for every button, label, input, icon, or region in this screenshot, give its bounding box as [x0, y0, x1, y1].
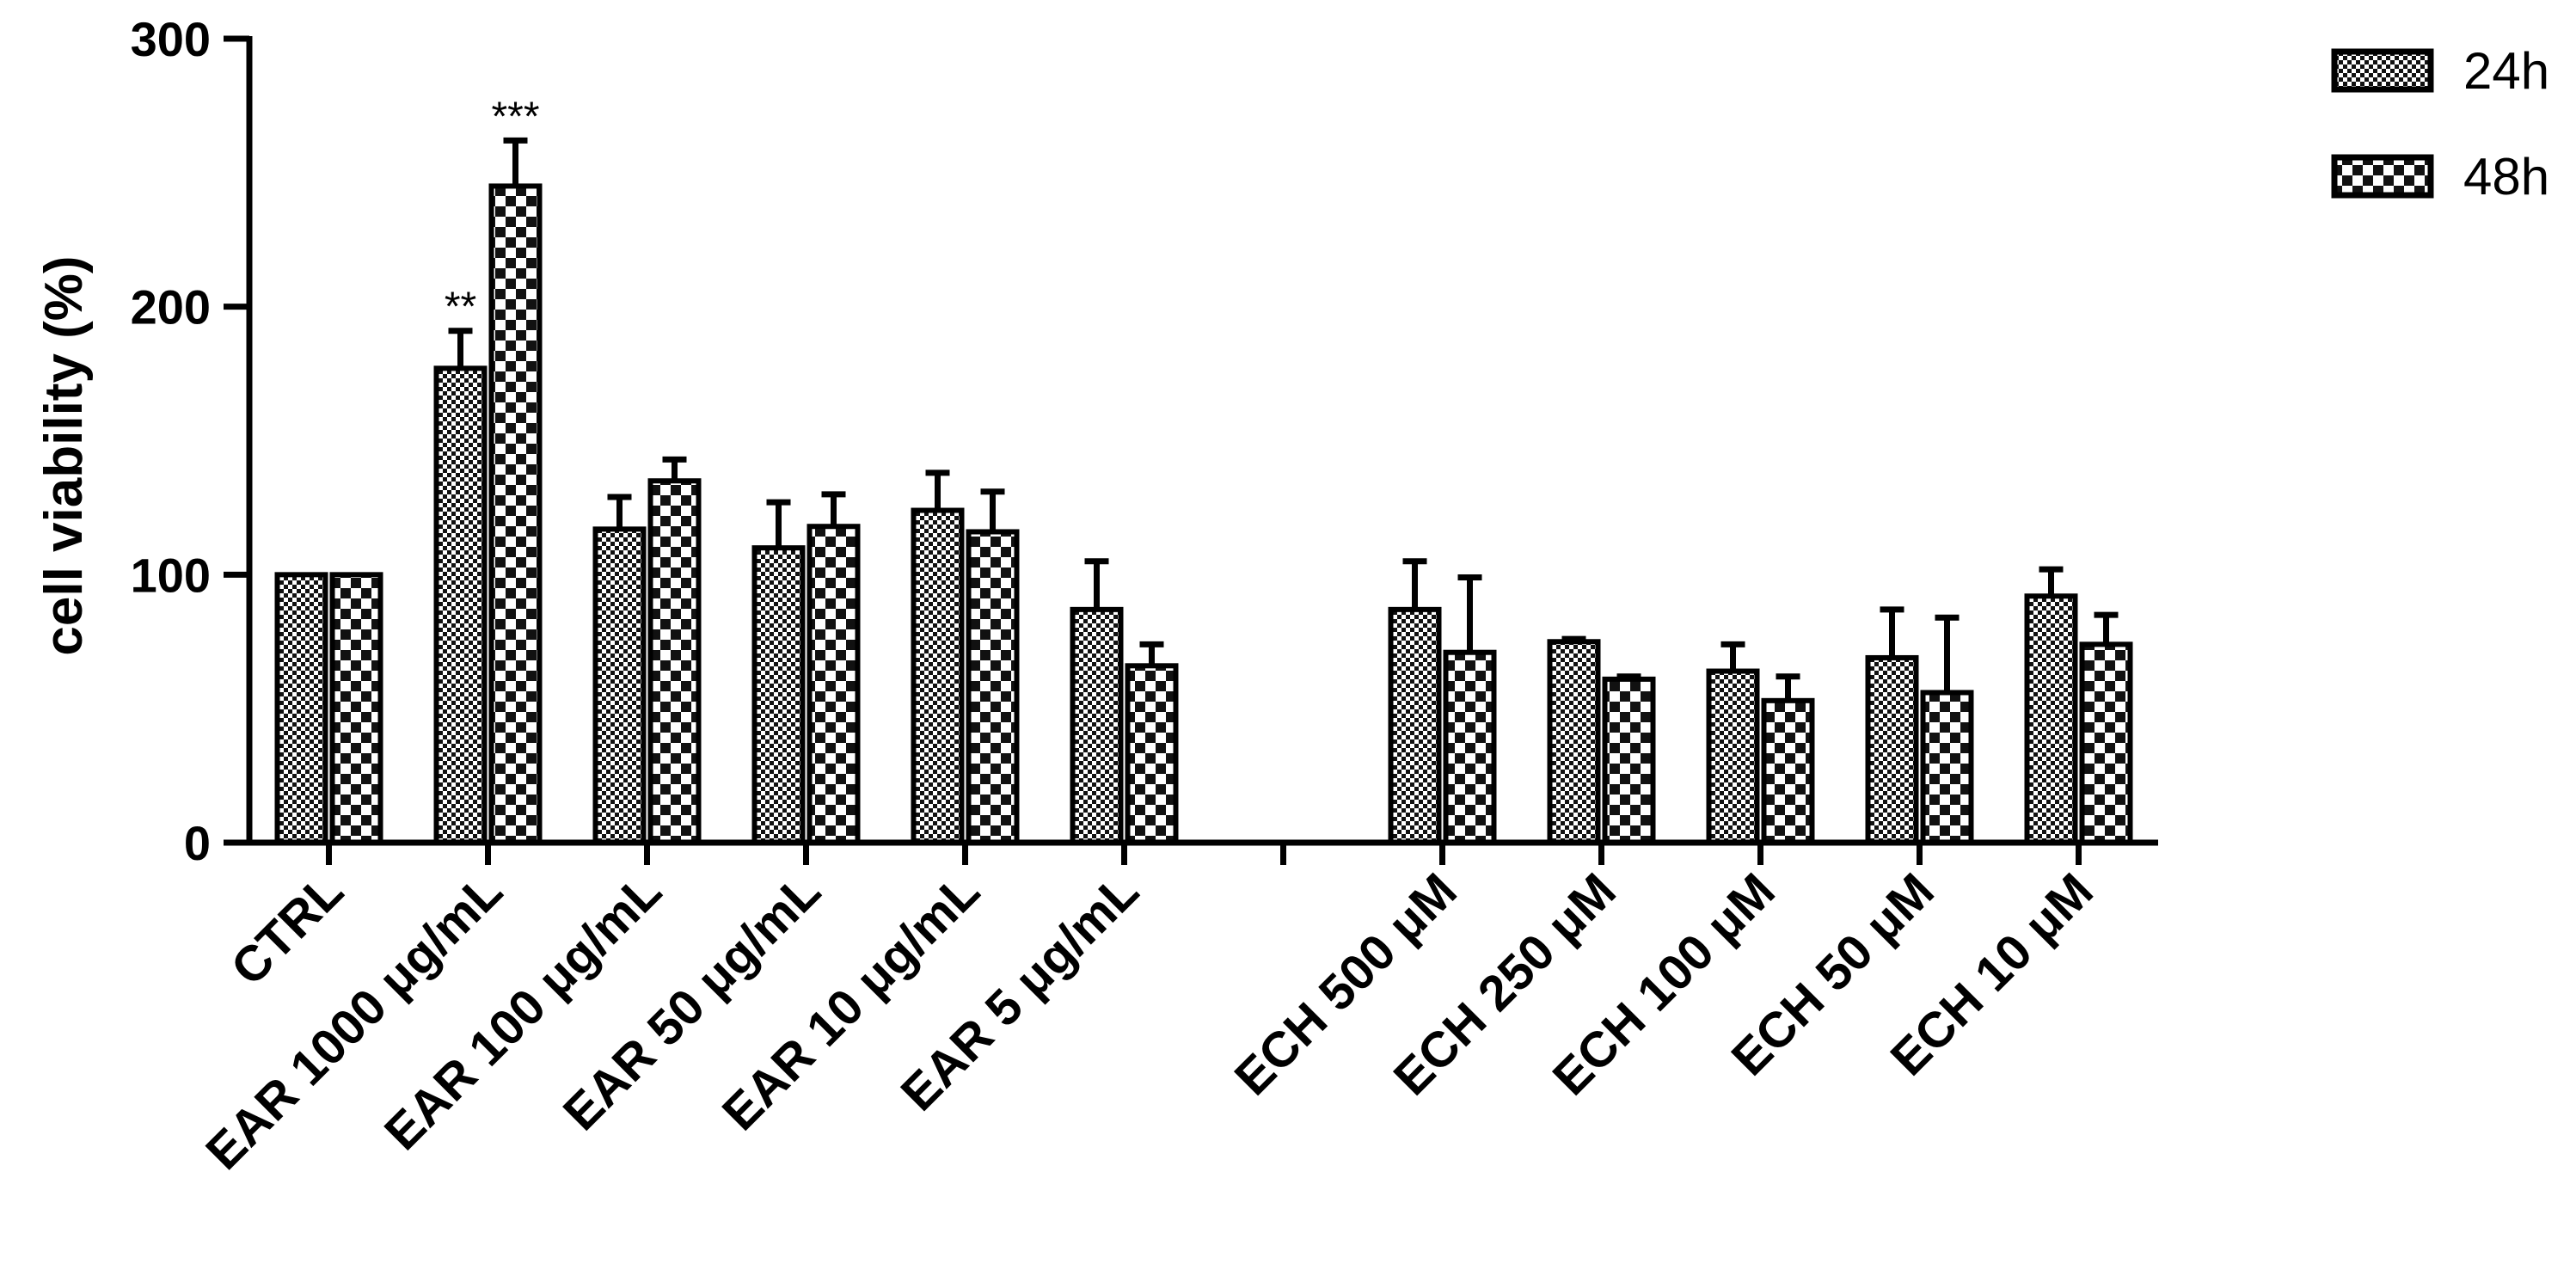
- bar-24h-7: [1388, 606, 1442, 845]
- bar-48h-5: [1125, 663, 1179, 845]
- bar-48h-7: [1443, 649, 1497, 846]
- y-tick-label: 0: [184, 816, 211, 870]
- significance-marker: ***: [491, 94, 539, 139]
- x-tick-label: EAR 100 μg/mL: [374, 862, 672, 1161]
- y-axis-title: cell viability (%): [34, 255, 94, 655]
- bar-48h-3: [807, 524, 861, 845]
- y-tick-label: 300: [131, 12, 211, 66]
- bar-48h-9: [1761, 697, 1815, 845]
- bar-48h-11: [2079, 641, 2133, 845]
- legend-label-24h: 24h: [2463, 42, 2549, 100]
- x-tick-label: EAR 1000 μg/mL: [195, 862, 513, 1181]
- bar-48h-0: [329, 572, 383, 845]
- legend-label-48h: 48h: [2463, 148, 2549, 206]
- y-axis-ticks: 0 100 200 300: [131, 12, 249, 870]
- significance-annotations: *****: [445, 94, 540, 329]
- bar-24h-8: [1547, 639, 1601, 845]
- legend-swatch-24h: [2331, 48, 2434, 93]
- bar-48h-1: [488, 183, 543, 845]
- bar-48h-4: [966, 529, 1020, 845]
- bar-24h-2: [592, 526, 647, 845]
- bar-24h-0: [274, 572, 328, 845]
- significance-marker: **: [445, 285, 476, 330]
- bars: [274, 137, 2133, 846]
- bar-48h-8: [1602, 676, 1656, 846]
- bar-24h-9: [1706, 668, 1760, 845]
- legend-swatch-48h: [2331, 154, 2434, 199]
- x-tick-label: CTRL: [220, 862, 353, 996]
- bar-48h-10: [1920, 690, 1974, 846]
- y-tick-label: 100: [131, 548, 211, 602]
- bar-48h-2: [647, 478, 702, 845]
- bar-24h-5: [1070, 606, 1124, 845]
- bar-24h-11: [2024, 593, 2078, 845]
- legend: 24h 48h: [2331, 42, 2549, 206]
- bar-24h-10: [1865, 654, 1919, 846]
- bar-24h-4: [911, 507, 965, 845]
- y-tick-label: 200: [131, 280, 211, 334]
- bar-24h-3: [751, 545, 806, 846]
- bar-24h-1: [433, 365, 488, 846]
